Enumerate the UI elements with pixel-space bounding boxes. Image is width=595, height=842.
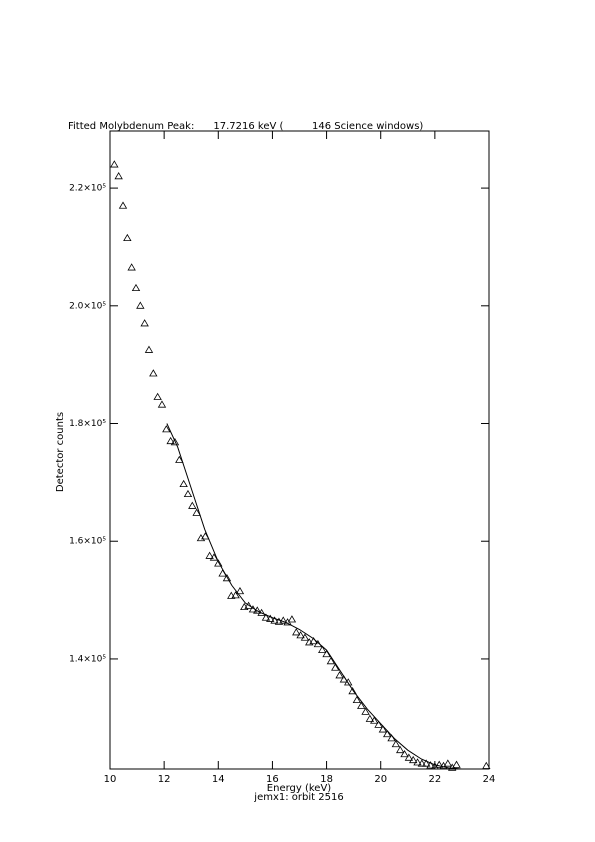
- data-point: [231, 591, 240, 599]
- data-point: [296, 631, 305, 639]
- x-tick-label: 10: [104, 774, 117, 785]
- data-point: [279, 616, 288, 624]
- data-point: [335, 671, 344, 679]
- data-point: [374, 720, 383, 728]
- y-tick-label: 1.4×10⁵: [69, 654, 106, 664]
- data-point: [482, 761, 491, 769]
- chart-title: Fitted Molybdenum Peak: 17.7216 keV ( 14…: [68, 121, 423, 132]
- x-tick-label: 18: [320, 774, 333, 785]
- x-tick-label: 14: [212, 774, 225, 785]
- data-point: [378, 725, 388, 733]
- data-point: [357, 701, 366, 709]
- data-point: [391, 739, 401, 748]
- plot-frame: [109, 130, 490, 770]
- data-point: [352, 695, 362, 704]
- data-point: [123, 233, 132, 242]
- data-point: [383, 729, 392, 738]
- x-tick-label: 20: [374, 774, 387, 785]
- data-point: [175, 455, 184, 463]
- data-point: [266, 614, 275, 622]
- subtitle: jemx1: orbit 2516: [253, 792, 343, 803]
- data-point: [205, 551, 214, 559]
- data-point: [404, 753, 414, 761]
- data-point: [322, 649, 331, 658]
- data-point: [140, 319, 149, 327]
- data-point: [222, 574, 232, 582]
- x-tick-label: 22: [428, 774, 441, 785]
- data-point: [452, 760, 461, 768]
- data-point: [344, 678, 353, 686]
- data-point: [409, 755, 418, 764]
- y-tick-label: 1.8×10⁵: [69, 419, 106, 429]
- data-point: [300, 633, 310, 641]
- data-point: [227, 591, 236, 599]
- x-tick-label: 24: [483, 774, 496, 785]
- data-point: [209, 553, 219, 561]
- data-point: [365, 714, 375, 722]
- data-point: [443, 759, 453, 767]
- data-point: [396, 745, 405, 754]
- data-point: [326, 656, 336, 665]
- data-point: [118, 201, 128, 209]
- data-point: [361, 707, 370, 715]
- data-point: [136, 301, 145, 309]
- x-tick-label: 16: [266, 774, 279, 785]
- y-axis-label: Detector counts: [55, 412, 66, 492]
- data-point: [144, 345, 154, 353]
- data-point: [318, 645, 327, 654]
- data-point: [348, 687, 357, 695]
- data-point: [183, 489, 193, 498]
- data-point: [162, 425, 171, 433]
- data-point: [421, 759, 431, 767]
- data-point: [270, 616, 279, 624]
- data-point: [110, 160, 119, 168]
- data-point: [214, 559, 223, 567]
- fit-line: [166, 423, 462, 770]
- data-point: [292, 628, 301, 636]
- x-tick-label: 12: [158, 774, 171, 785]
- data-point: [434, 760, 444, 768]
- data-point: [261, 613, 271, 621]
- data-point: [244, 601, 253, 609]
- data-point: [413, 758, 422, 766]
- data-point: [235, 586, 245, 595]
- data-point: [153, 392, 162, 400]
- data-point: [127, 263, 136, 271]
- data-point: [170, 438, 180, 446]
- data-point: [166, 436, 175, 445]
- data-point: [287, 615, 297, 623]
- data-point: [417, 759, 427, 767]
- data-point: [149, 369, 158, 377]
- data-point: [331, 663, 340, 671]
- data-point: [114, 172, 123, 180]
- data-point: [192, 508, 201, 516]
- data-point: [179, 479, 188, 488]
- data-point: [400, 749, 409, 758]
- x-axis-label: Energy (keV): [267, 783, 332, 794]
- y-tick-label: 2.0×10⁵: [69, 301, 106, 311]
- data-point: [370, 716, 379, 724]
- data-point: [426, 761, 435, 769]
- y-tick-label: 2.2×10⁵: [69, 184, 106, 194]
- data-point: [439, 761, 448, 769]
- data-point: [157, 400, 167, 408]
- y-tick-label: 1.6×10⁵: [69, 537, 106, 547]
- data-point: [188, 501, 197, 509]
- data-point: [131, 283, 141, 292]
